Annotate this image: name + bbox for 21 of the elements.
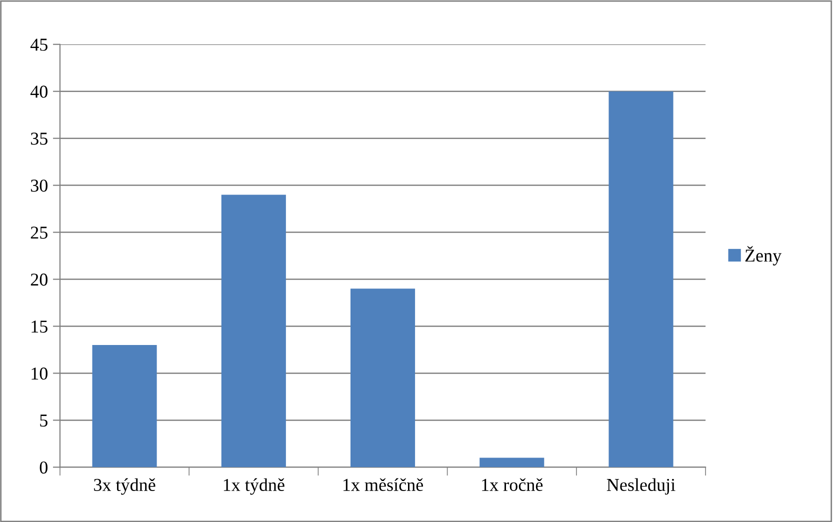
y-tick-label: 5 <box>40 414 48 427</box>
x-tick-label: 1x týdně <box>224 478 284 495</box>
y-tick-label: 45 <box>30 38 48 51</box>
y-tick-label: 20 <box>30 274 48 286</box>
bar <box>221 194 286 468</box>
y-tick-label: 40 <box>30 86 48 98</box>
x-tick-label: 3x týdně <box>94 478 156 495</box>
x-tick-label: 1x měsíčně <box>343 478 423 492</box>
bar <box>480 458 544 468</box>
y-tick-label: 0 <box>40 461 48 474</box>
bar <box>92 345 157 468</box>
y-tick-label: 10 <box>32 367 48 380</box>
y-tick-label: 15 <box>32 320 48 333</box>
x-tick-label: Nesleduji <box>606 478 676 495</box>
bar <box>608 91 674 468</box>
legend-label: Ženy <box>745 246 782 266</box>
x-tick-label: 1x ročně <box>482 478 543 492</box>
y-tick-label: 35 <box>30 132 48 145</box>
y-tick-label: 30 <box>30 180 48 192</box>
bar <box>350 288 416 468</box>
y-tick-label: 25 <box>30 226 48 239</box>
